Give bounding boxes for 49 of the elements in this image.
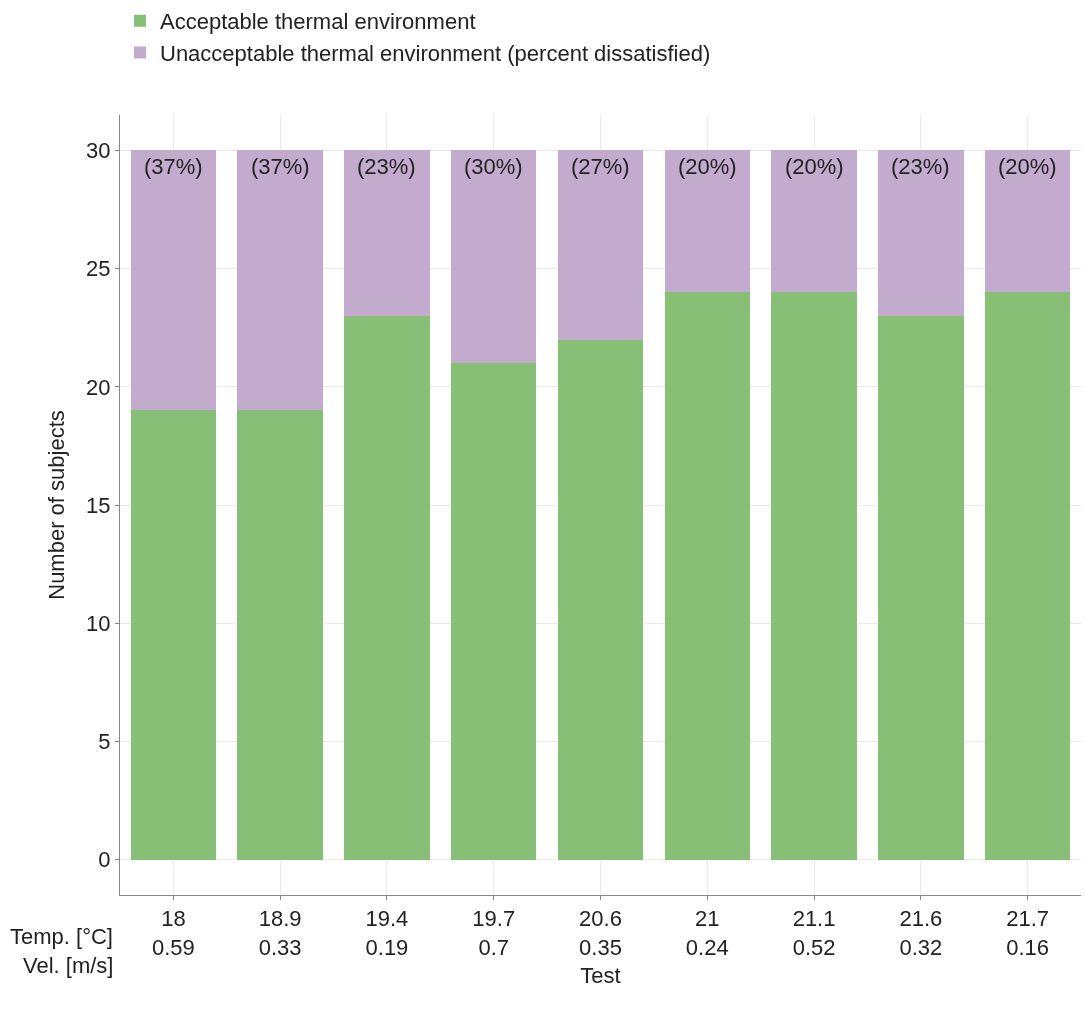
- x-axis-title: Test: [580, 962, 621, 988]
- y-tick-label: 10: [86, 610, 111, 636]
- text: Temp. [°C]: [10, 924, 113, 949]
- x-tick-label: 20.6 0.35: [579, 906, 622, 960]
- bar: [878, 150, 964, 316]
- y-tick-label: 5: [98, 729, 111, 755]
- bar: [557, 339, 644, 860]
- bar: [984, 150, 1071, 293]
- bar: [664, 150, 750, 293]
- bar: [130, 150, 217, 411]
- x-tick-label: 19.7 0.7: [472, 906, 516, 960]
- bar: [664, 292, 750, 860]
- bar: [878, 315, 964, 860]
- annotation: (37%): [251, 154, 310, 179]
- text: Vel. [m/s]: [23, 953, 114, 978]
- x-tick-label: 19.4 0.19: [365, 906, 409, 960]
- bar: [984, 292, 1071, 860]
- annotation: (27%): [571, 154, 630, 179]
- bar: [451, 150, 537, 364]
- legend-label: Acceptable thermal environment: [160, 9, 476, 35]
- y-tick-label: 15: [86, 492, 111, 518]
- x-tick-label: 21.6 0.32: [899, 906, 943, 960]
- bar: [451, 363, 537, 860]
- annotation: (30%): [464, 154, 523, 179]
- y-axis-title: Number of subjects: [43, 410, 69, 600]
- annotation: (20%): [678, 154, 737, 179]
- legend-label: Unacceptable thermal environment (percent dissatisfied): [160, 40, 711, 66]
- y-tick-label: 30: [86, 138, 111, 164]
- x-tick-label: 21.1 0.52: [792, 906, 836, 960]
- bar: [237, 150, 323, 411]
- x-tick-label: 21.7 0.16: [1006, 906, 1050, 960]
- annotation: (20%): [785, 154, 844, 179]
- annotation: (20%): [998, 154, 1057, 179]
- bar: [557, 150, 644, 340]
- x-tick-label: 18 0.59: [151, 906, 195, 960]
- y-tick-label: 0: [98, 847, 111, 873]
- bar: [344, 315, 430, 860]
- bar: [130, 410, 217, 860]
- annotation: (23%): [357, 154, 416, 179]
- x-tick-label: 21 0.24: [685, 906, 729, 960]
- y-tick-label: 20: [86, 374, 111, 400]
- bar: [237, 410, 323, 860]
- bar: [344, 150, 430, 316]
- annotation: (23%): [891, 154, 950, 179]
- bar: [771, 292, 857, 860]
- y-tick-label: 25: [86, 256, 111, 282]
- x-tick-label: 18.9 0.33: [258, 906, 302, 960]
- annotation: (37%): [144, 154, 203, 179]
- bar: [771, 150, 857, 293]
